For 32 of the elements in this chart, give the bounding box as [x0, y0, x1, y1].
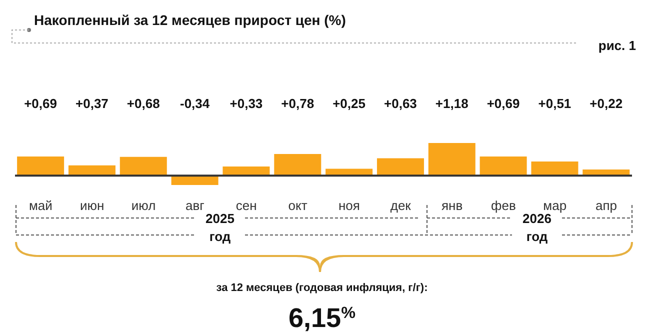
data-label: +1,18 — [435, 96, 468, 111]
data-label: +0,25 — [332, 96, 366, 111]
text: 6,15$^{%}$ — [288, 303, 356, 333]
text: рис. 1 — [598, 38, 636, 53]
text: за 12 месяцев (годовая инфляция, г/г): — [216, 282, 428, 294]
data-label: +0,33 — [230, 96, 263, 111]
text: 2025 — [206, 211, 234, 226]
x-tick-label: фев — [491, 198, 516, 214]
text: год — [526, 229, 548, 244]
x-tick-label: авг — [186, 198, 205, 214]
data-label: +0,69 — [24, 96, 58, 111]
data-label: +0,22 — [590, 96, 623, 111]
x-tick-label: дек — [390, 198, 412, 214]
data-label: +0,78 — [281, 96, 314, 111]
data-label: +0,69 — [486, 96, 520, 111]
text: год — [209, 229, 232, 244]
x-tick-label: сен — [236, 198, 257, 214]
data-label: -0,34 — [180, 96, 210, 111]
data-label: +0,63 — [384, 96, 417, 111]
x-tick-label: июл — [131, 198, 156, 214]
x-tick-label: июн — [80, 198, 104, 214]
x-tick-label: янв — [441, 198, 463, 214]
data-label: +0,37 — [76, 96, 108, 111]
x-tick-label: ноя — [338, 198, 360, 214]
x-tick-label: май — [28, 198, 52, 214]
x-tick-label: апр — [596, 198, 618, 214]
text: 2026 — [522, 211, 552, 226]
data-label: +0,51 — [538, 96, 572, 111]
x-tick-label: мар — [543, 198, 567, 214]
x-tick-label: окт — [288, 198, 308, 214]
chart-title: Накопленный за 12 месяцев прирост цен (%) — [34, 12, 346, 28]
data-label: +0,68 — [126, 96, 160, 111]
